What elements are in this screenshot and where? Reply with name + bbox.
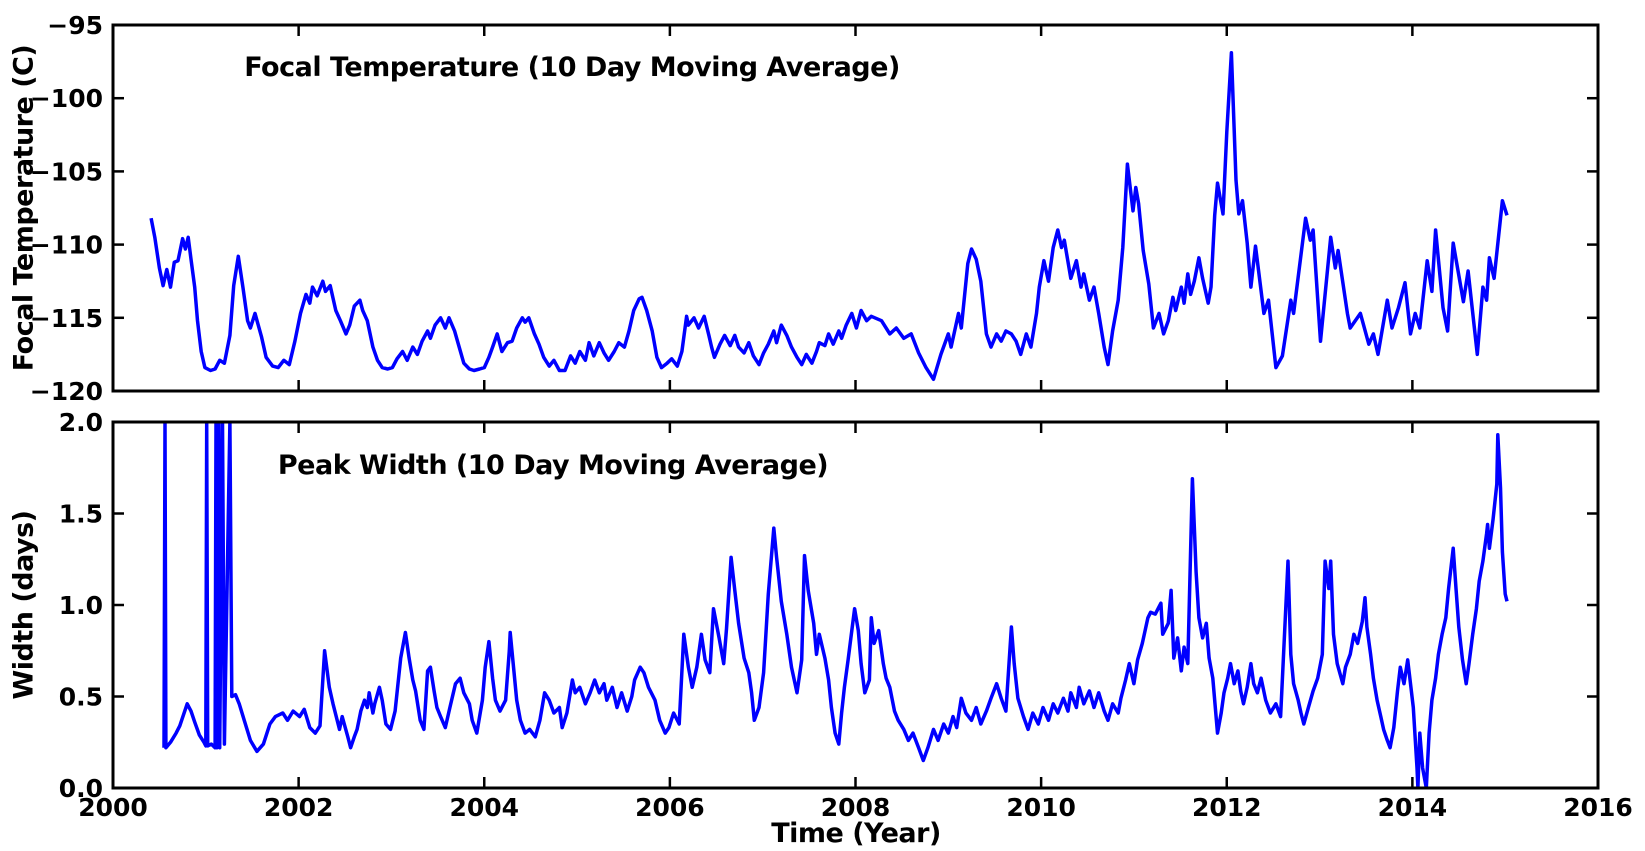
x-tick-label: 2006 bbox=[635, 793, 705, 822]
x-axis-label: Time (Year) bbox=[771, 818, 941, 849]
top-y-tick-label: −120 bbox=[30, 377, 103, 406]
x-tick-label: 2014 bbox=[1378, 793, 1448, 822]
bottom-y-tick-label: 1.5 bbox=[59, 500, 103, 529]
x-tick-label: 2002 bbox=[264, 793, 334, 822]
bottom-y-tick-label: 2.0 bbox=[59, 408, 103, 437]
top-y-tick-label: −100 bbox=[30, 84, 103, 113]
x-tick-label: 2010 bbox=[1006, 793, 1076, 822]
bottom-y-tick-label: 1.0 bbox=[59, 591, 103, 620]
bottom-panel-title: Peak Width (10 Day Moving Average) bbox=[277, 450, 829, 481]
x-tick-label: 2016 bbox=[1563, 793, 1633, 822]
top-panel-title: Focal Temperature (10 Day Moving Average… bbox=[244, 52, 900, 83]
top-panel-spines bbox=[111, 23, 1600, 393]
top-y-tick-label: −110 bbox=[30, 231, 103, 260]
x-tick-label: 2012 bbox=[1192, 793, 1262, 822]
bottom-y-tick-label: 0.0 bbox=[59, 774, 103, 803]
top-data-line bbox=[149, 51, 1509, 382]
top-y-tick-label: −95 bbox=[47, 11, 103, 40]
x-tick-label: 2008 bbox=[821, 793, 891, 822]
top-y-tick-label: −105 bbox=[30, 157, 103, 186]
top-y-tick-label: −115 bbox=[30, 304, 103, 333]
bottom-y-axis-label: Width (days) bbox=[8, 510, 40, 700]
top-y-axis-label: Focal Temperature (C) bbox=[8, 44, 40, 372]
bottom-data-line bbox=[162, 423, 1509, 787]
bottom-y-tick-label: 0.5 bbox=[59, 683, 103, 712]
x-tick-label: 2004 bbox=[449, 793, 519, 822]
x-tick-label: 2000 bbox=[78, 793, 148, 822]
bottom-panel-spines bbox=[111, 420, 1600, 790]
